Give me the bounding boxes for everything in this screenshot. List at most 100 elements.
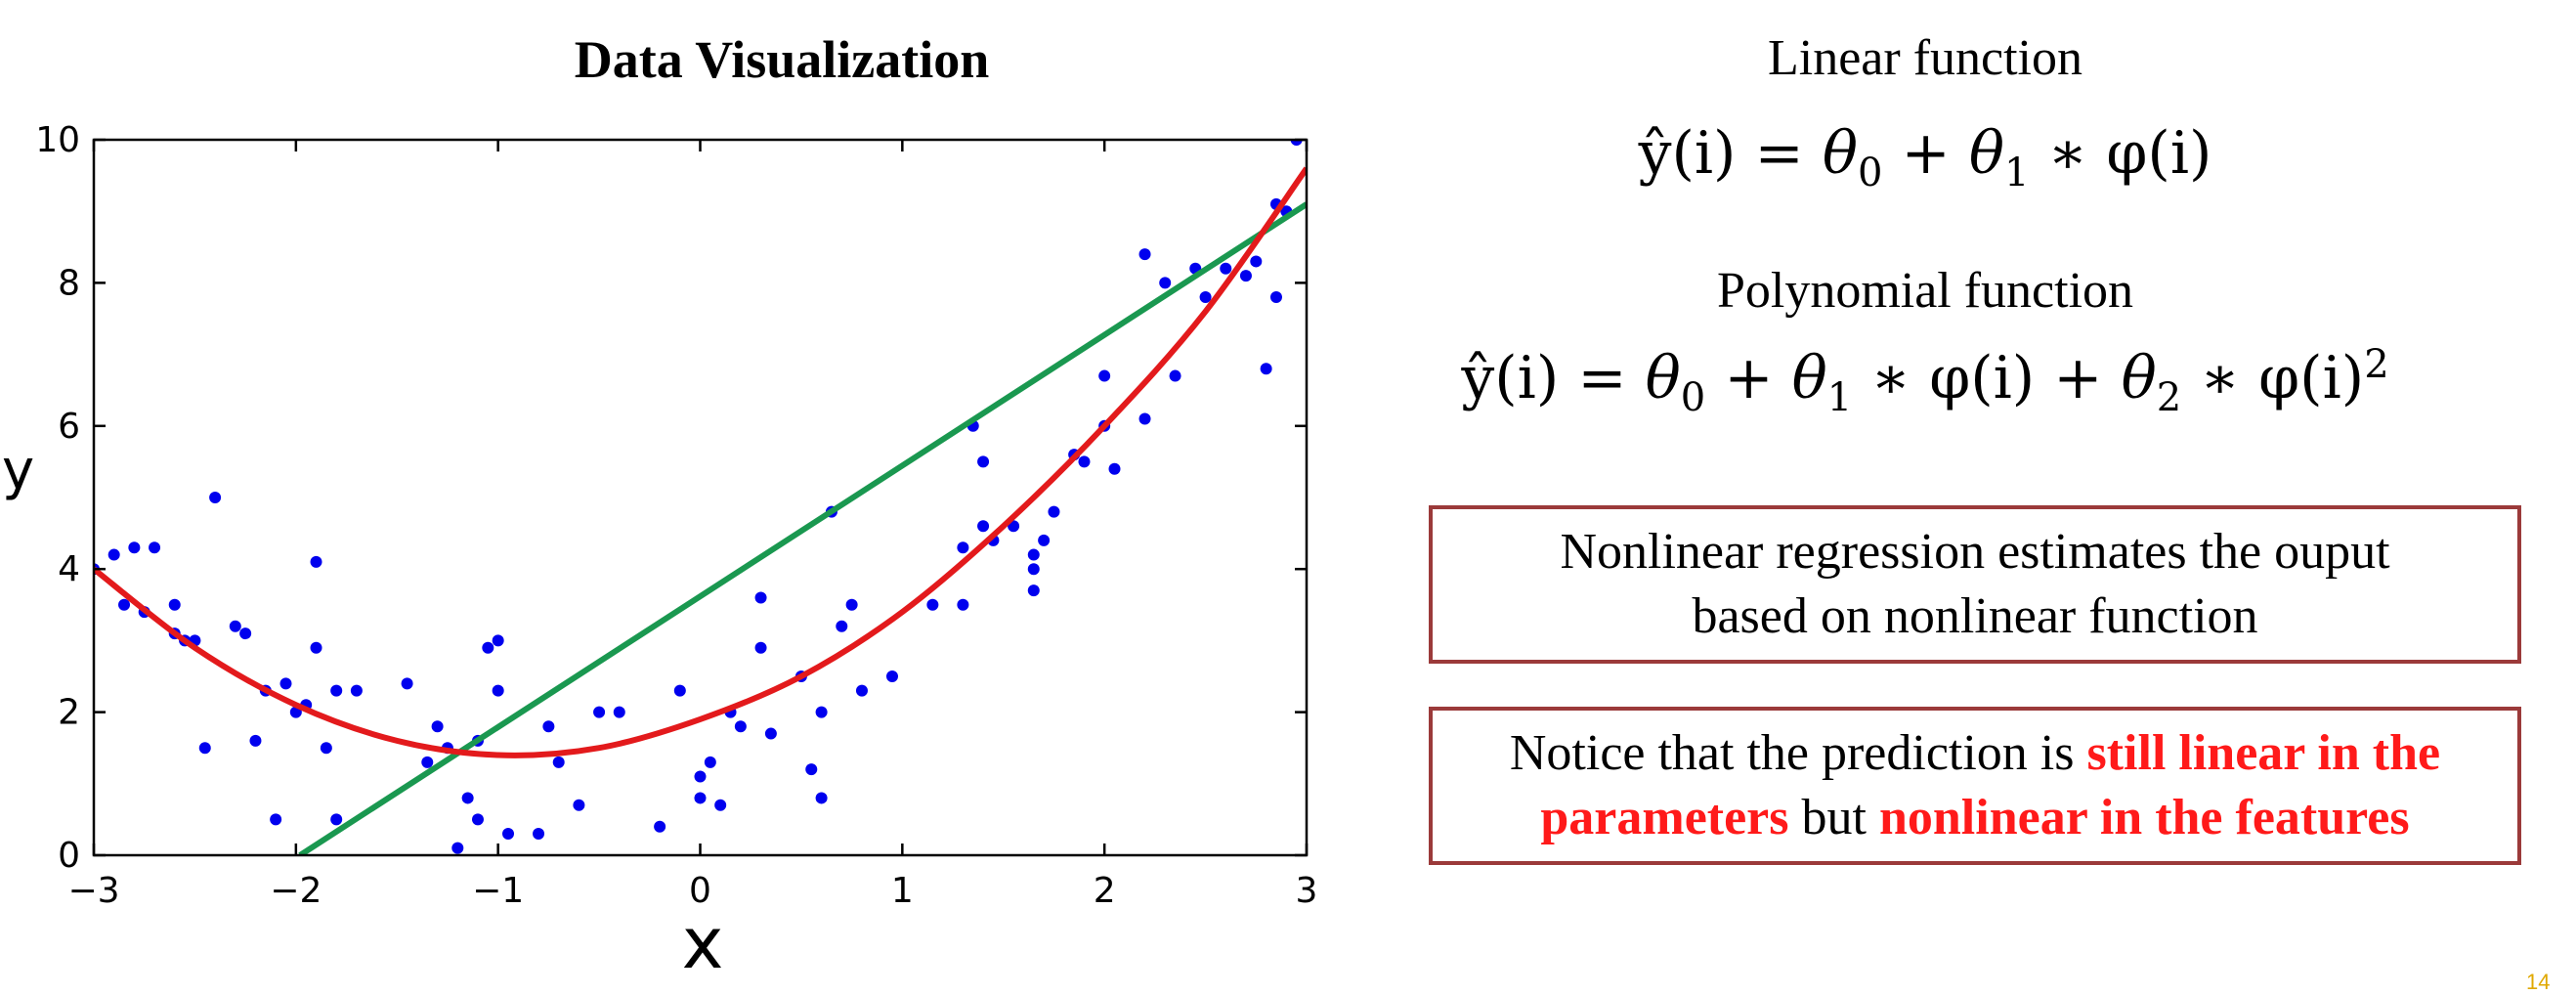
data-point xyxy=(957,598,969,611)
note-line-1: Nonlinear regression estimates the ouput xyxy=(1560,524,2390,580)
notice-highlight-1a: still linear in the xyxy=(2086,725,2441,781)
phi-i: φ(i) xyxy=(1929,344,2036,412)
phi-i: φ(i) xyxy=(2106,119,2212,188)
plot-area xyxy=(94,140,1307,855)
data-point xyxy=(754,591,767,604)
data-point xyxy=(1048,505,1060,518)
x-tick-label: −2 xyxy=(270,871,322,911)
phi-i: φ(i) xyxy=(2258,344,2365,412)
data-point xyxy=(855,684,868,697)
data-point xyxy=(694,770,707,783)
yhat: ŷ(i) xyxy=(1638,119,1737,188)
plus: + xyxy=(2035,344,2122,412)
data-point xyxy=(533,828,545,841)
data-point xyxy=(320,742,332,755)
x-tick-label: 0 xyxy=(689,871,711,911)
note-line-2: based on nonlinear function xyxy=(1692,588,2258,644)
linear-formula: ŷ(i) = θ0 + θ1 ∗ φ(i) xyxy=(1534,119,2316,195)
y-tick-label: 6 xyxy=(58,407,80,447)
y-tick-label: 4 xyxy=(58,549,80,589)
data-point xyxy=(573,799,585,811)
data-point xyxy=(330,684,343,697)
data-point xyxy=(107,548,120,561)
polynomial-fit-curve xyxy=(94,166,1307,758)
data-point xyxy=(977,520,990,533)
data-point xyxy=(1250,255,1263,268)
data-point xyxy=(471,813,484,826)
x-tick-label: −1 xyxy=(472,871,524,911)
data-point xyxy=(270,813,282,826)
data-point xyxy=(310,641,322,654)
linear-function-heading: Linear function xyxy=(1768,30,2082,86)
yhat: ŷ(i) xyxy=(1461,344,1560,412)
sub-1: 1 xyxy=(1826,375,1853,420)
data-point xyxy=(482,641,494,654)
x-tick-label: −3 xyxy=(67,871,119,911)
data-point xyxy=(926,598,939,611)
data-point xyxy=(815,792,828,804)
data-point xyxy=(815,706,828,718)
data-point xyxy=(401,677,413,690)
theta-0: θ xyxy=(1822,119,1859,188)
sub-1: 1 xyxy=(2004,151,2030,195)
data-point xyxy=(694,792,707,804)
data-point xyxy=(1078,455,1091,468)
data-point xyxy=(502,828,515,841)
x-tick-label: 3 xyxy=(1296,871,1318,911)
theta-0: θ xyxy=(1645,344,1681,412)
data-point xyxy=(714,799,727,811)
data-point xyxy=(845,598,858,611)
data-point xyxy=(249,734,262,747)
theta-2: θ xyxy=(2121,344,2157,412)
data-point xyxy=(451,842,464,854)
data-point xyxy=(350,684,363,697)
data-point xyxy=(673,684,686,697)
polynomial-function-heading: Polynomial function xyxy=(1716,263,2134,319)
data-point xyxy=(593,706,606,718)
notice-text-2: but xyxy=(1788,790,1879,845)
data-point xyxy=(421,756,434,768)
data-point xyxy=(1027,584,1040,597)
data-point xyxy=(704,756,716,768)
data-point xyxy=(1138,412,1151,425)
data-point xyxy=(1169,369,1181,382)
data-point xyxy=(1027,548,1040,561)
data-point xyxy=(1269,291,1282,304)
data-point xyxy=(431,720,444,733)
data-point xyxy=(209,492,222,503)
notice-text-1: Notice that the prediction is xyxy=(1509,725,2087,781)
data-point xyxy=(1108,462,1121,475)
data-point xyxy=(885,671,898,682)
data-point xyxy=(754,641,767,654)
sup-2: 2 xyxy=(2364,342,2389,387)
scatter-plot: −3 −2 −1 0 1 2 3 0 2 4 6 8 10 x y xyxy=(2,120,1317,984)
theta-1: θ xyxy=(1791,344,1827,412)
data-point xyxy=(1220,262,1232,275)
data-point xyxy=(310,555,322,568)
data-point xyxy=(330,813,343,826)
page-number: 14 xyxy=(2526,970,2551,994)
times: ∗ xyxy=(2029,119,2107,188)
data-point xyxy=(239,627,252,640)
data-point xyxy=(128,541,141,554)
notice-highlight-1b: parameters xyxy=(1540,790,1789,845)
x-tick-label: 2 xyxy=(1094,871,1116,911)
data-point xyxy=(461,792,474,804)
polynomial-formula: ŷ(i) = θ0 + θ1 ∗ φ(i) + θ2 ∗ φ(i)2 xyxy=(1393,342,2458,420)
equals: = xyxy=(1559,344,1646,412)
data-point xyxy=(734,720,747,733)
data-point xyxy=(1260,363,1272,375)
plus: + xyxy=(1882,119,1969,188)
axis-layer: −3 −2 −1 0 1 2 3 0 2 4 6 8 10 xyxy=(35,120,1317,911)
data-point xyxy=(977,455,990,468)
y-tick-label: 0 xyxy=(58,836,80,876)
x-axis-label: x xyxy=(682,902,724,984)
data-point xyxy=(654,820,666,833)
data-point xyxy=(198,742,211,755)
sub-2: 2 xyxy=(2156,375,2182,420)
data-point xyxy=(279,677,292,690)
data-point xyxy=(492,684,504,697)
equals: = xyxy=(1736,119,1823,188)
data-point xyxy=(492,634,504,647)
data-point xyxy=(1027,563,1040,576)
